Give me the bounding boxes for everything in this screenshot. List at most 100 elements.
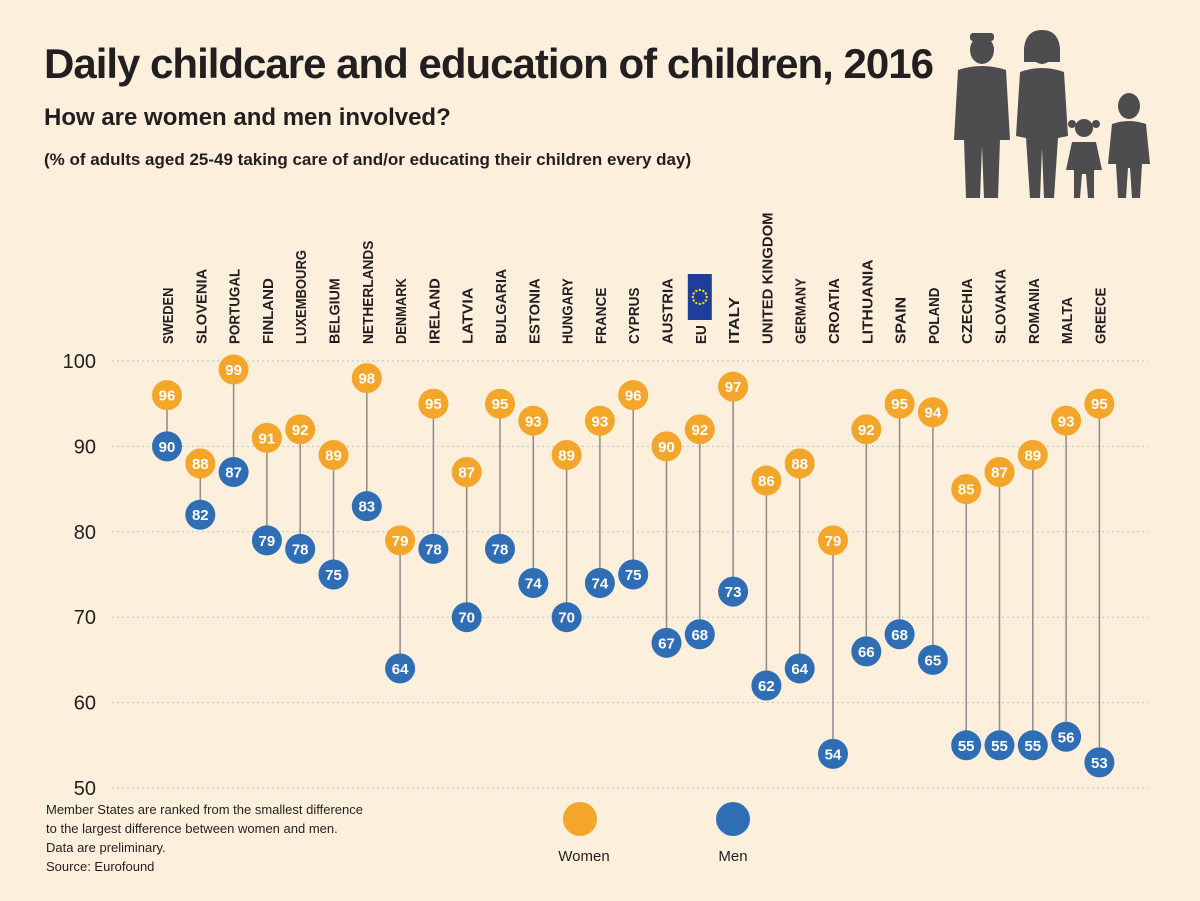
legend-marker-men <box>716 802 750 836</box>
men-value-label: 87 <box>225 465 242 482</box>
y-tick-label: 60 <box>74 693 96 715</box>
y-tick-label: 90 <box>74 436 96 458</box>
men-point <box>718 576 749 607</box>
men-point <box>218 457 249 488</box>
category-label: SWEDEN <box>160 288 177 344</box>
women-point <box>1017 439 1048 470</box>
category-label: SLOVAKIA <box>993 269 1010 344</box>
women-point <box>584 405 615 436</box>
footnote-line: Source: Eurofound <box>46 859 155 874</box>
category-label: BELGIUM <box>327 278 344 344</box>
women-value-label: 95 <box>425 396 442 413</box>
eu-flag-star <box>704 299 708 302</box>
eu-flag-star <box>702 301 705 305</box>
category-label: PORTUGAL <box>227 269 244 344</box>
women-point <box>818 525 848 556</box>
men-point <box>1017 730 1048 761</box>
women-value-label: 99 <box>225 362 242 379</box>
women-value-label: 87 <box>458 465 475 482</box>
men-point <box>285 533 316 564</box>
women-value-label: 93 <box>525 413 542 430</box>
men-value-label: 78 <box>425 541 442 558</box>
men-value-label: 74 <box>592 576 609 593</box>
women-point <box>351 363 382 394</box>
women-value-label: 95 <box>891 396 908 413</box>
men-point <box>1051 721 1082 752</box>
men-point <box>884 619 915 650</box>
category-label: CROATIA <box>826 278 843 344</box>
men-value-label: 74 <box>525 576 542 593</box>
women-value-label: 88 <box>791 456 808 473</box>
women-point <box>851 414 882 445</box>
men-point <box>152 431 182 462</box>
women-value-label: 95 <box>492 396 509 413</box>
category-label: LITHUANIA <box>859 259 876 344</box>
category-label: DENMARK <box>393 278 410 344</box>
women-point <box>451 457 482 488</box>
men-point <box>651 627 682 658</box>
women-point <box>485 388 515 419</box>
category-label: AUSTRIA <box>660 278 677 344</box>
men-value-label: 53 <box>1091 755 1108 772</box>
women-point <box>1051 405 1082 436</box>
data-points: 96 90 88 82 99 87 91 79 92 78 89 75 98 83 79 64 95 78 87 70… <box>152 354 1115 778</box>
legend-label-men: Men <box>718 848 747 865</box>
women-point <box>285 414 316 445</box>
men-value-label: 73 <box>725 584 742 601</box>
women-value-label: 96 <box>159 388 176 405</box>
men-point <box>584 568 615 599</box>
women-point <box>718 371 749 402</box>
women-point <box>618 380 649 411</box>
women-value-label: 97 <box>725 379 742 396</box>
chart-unit-note: (% of adults aged 25-49 taking care of a… <box>44 150 692 169</box>
women-point <box>385 525 416 556</box>
women-point <box>951 474 982 505</box>
men-value-label: 78 <box>492 541 509 558</box>
women-value-label: 88 <box>192 456 209 473</box>
women-point <box>884 388 915 419</box>
category-label: EU <box>693 325 710 344</box>
women-point <box>751 465 782 496</box>
category-label: FRANCE <box>593 288 610 344</box>
men-point <box>318 559 349 590</box>
men-point <box>485 533 515 564</box>
legend-marker-women <box>563 802 597 836</box>
men-value-label: 90 <box>159 439 176 456</box>
men-value-label: 75 <box>625 567 642 584</box>
men-value-label: 62 <box>758 678 775 695</box>
men-value-label: 82 <box>192 507 209 524</box>
category-label: MALTA <box>1059 297 1076 344</box>
category-label: BULGARIA <box>493 269 510 344</box>
page-title: Daily childcare and education of childre… <box>44 40 934 87</box>
men-value-label: 79 <box>259 533 276 550</box>
eu-flag-star <box>692 299 695 302</box>
men-value-label: 68 <box>691 627 708 644</box>
women-point <box>651 431 682 462</box>
eu-flag-field <box>687 274 712 320</box>
men-value-label: 67 <box>658 635 675 652</box>
men-point <box>418 533 449 564</box>
y-tick-label: 100 <box>63 351 96 373</box>
men-value-label: 75 <box>325 567 342 584</box>
women-value-label: 96 <box>625 388 642 405</box>
chart-subtitle: How are women and men involved? <box>44 104 451 131</box>
eu-flag-star <box>705 295 708 299</box>
women-value-label: 89 <box>1024 447 1041 464</box>
women-value-label: 87 <box>991 465 1008 482</box>
men-point <box>451 602 482 633</box>
men-point <box>851 636 882 667</box>
men-value-label: 68 <box>891 627 908 644</box>
women-value-label: 98 <box>358 371 375 388</box>
women-value-label: 94 <box>925 405 942 422</box>
women-value-label: 89 <box>325 447 342 464</box>
women-point <box>984 457 1015 488</box>
eu-flag-star <box>695 289 698 293</box>
footnotes: Member States are ranked from the smalle… <box>46 800 363 876</box>
category-label: FINLAND <box>260 278 277 344</box>
men-point <box>618 559 649 590</box>
men-value-label: 65 <box>925 652 942 669</box>
footnote-line: Data are preliminary. <box>46 840 166 855</box>
men-point <box>185 499 216 530</box>
footnote-line: Member States are ranked from the smalle… <box>46 802 363 817</box>
